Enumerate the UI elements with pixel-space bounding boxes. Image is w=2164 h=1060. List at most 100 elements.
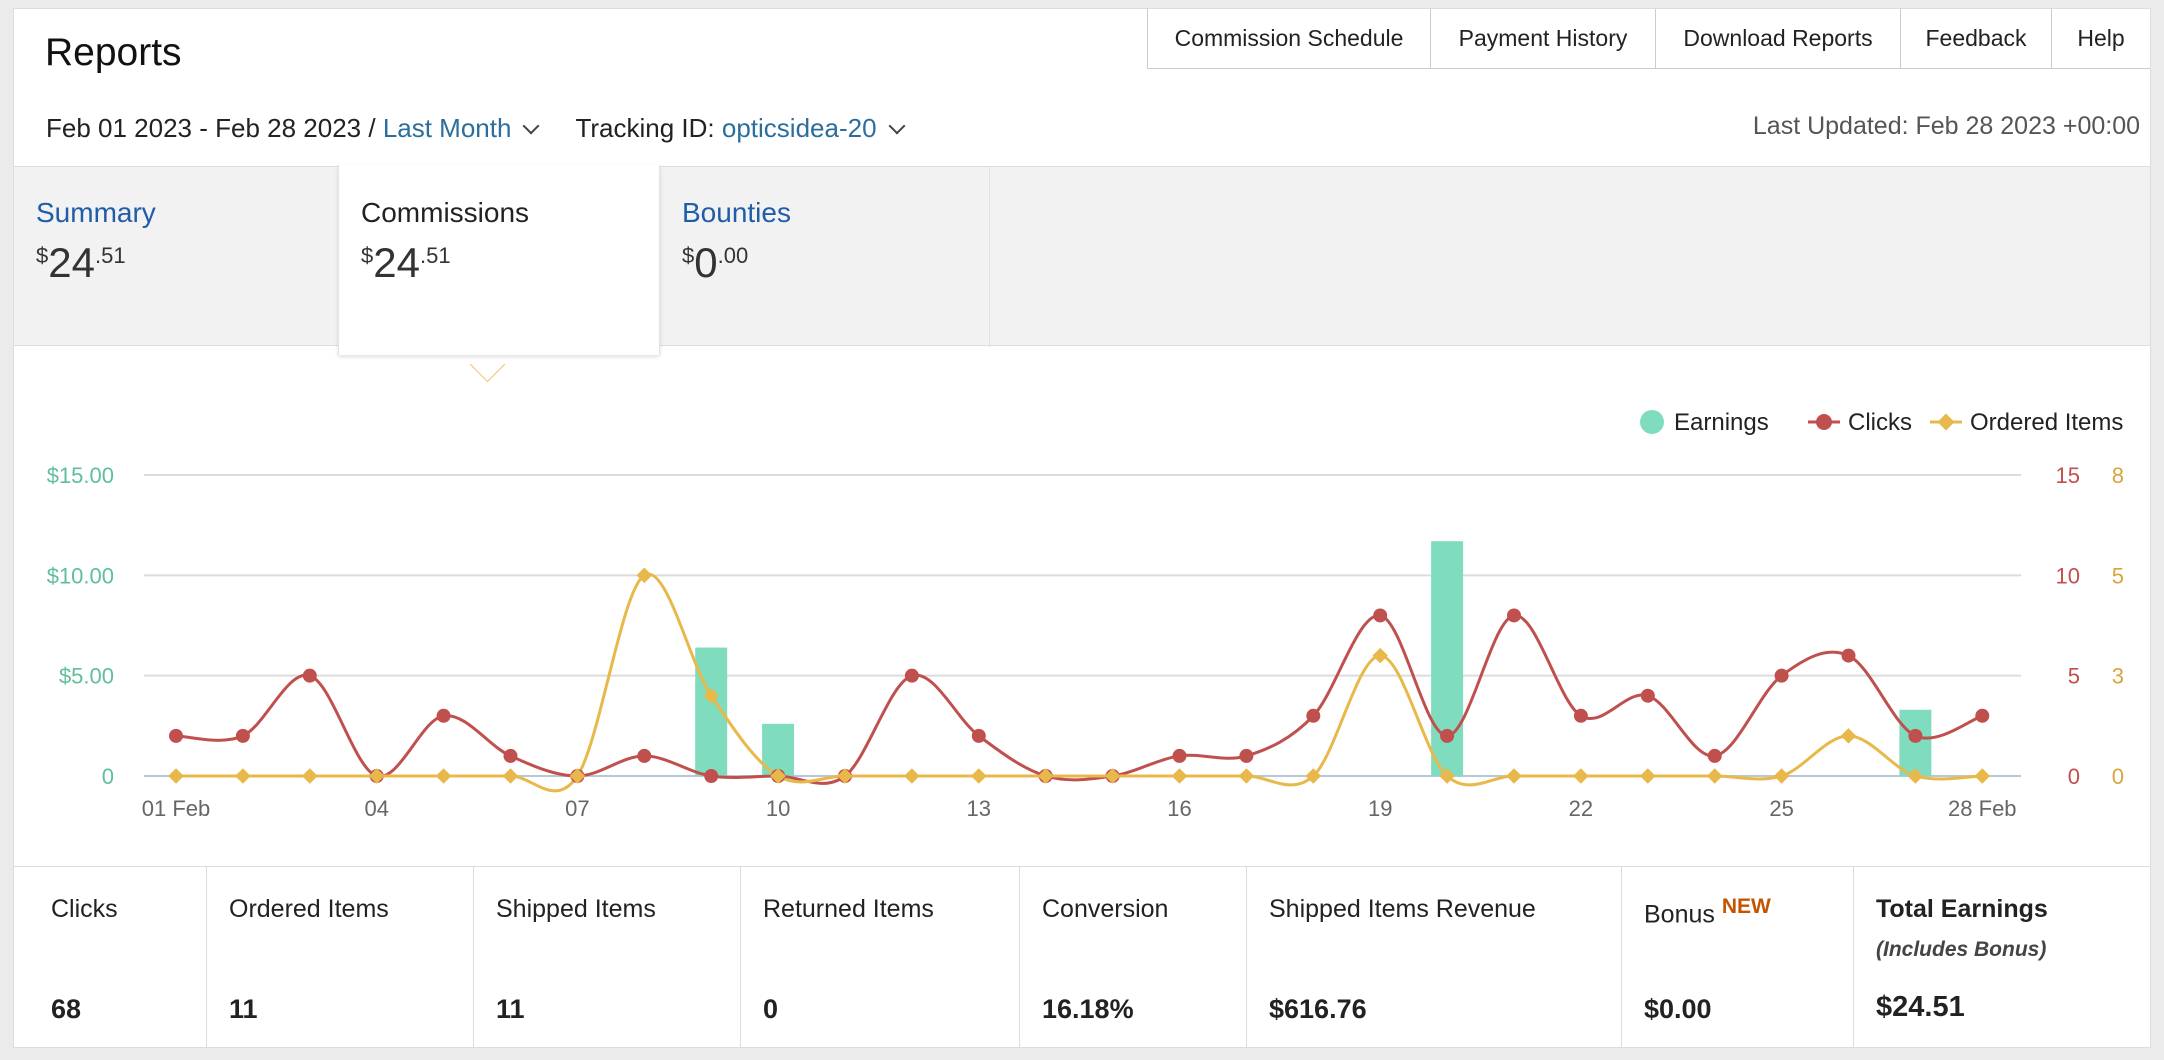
tab-summary[interactable]: Summary $24.51 — [14, 167, 338, 347]
legend-ordered-items-label: Ordered Items — [1970, 409, 2123, 436]
stat-clicks: Clicks 68 — [14, 867, 207, 1047]
legend-clicks-label: Clicks — [1848, 409, 1912, 436]
clicks-point — [971, 728, 986, 743]
stat-label: Bonus NEW — [1644, 895, 1771, 929]
stat-shipped-revenue: Shipped Items Revenue $616.76 — [1247, 867, 1622, 1047]
clicks-point — [503, 748, 518, 763]
earnings-bar — [1899, 709, 1932, 776]
report-tabs: Summary $24.51 Commissions $24.51 Bounti… — [14, 165, 2150, 355]
y-right-orders-tick-label: 5 — [2112, 563, 2124, 588]
commissions-chart: $15.00 $10.00 $5.00 0 15 10 5 0 8 5 3 0 01 Feb 04 07 10… — [47, 409, 2124, 821]
clicks-point — [1774, 668, 1789, 683]
clicks-point — [1440, 728, 1455, 743]
commission-schedule-button[interactable]: Commission Schedule — [1148, 9, 1431, 69]
tab-label: Summary — [36, 197, 156, 228]
ordered-items-point — [1974, 768, 1991, 784]
y-right-clicks-tick-label: 0 — [2068, 764, 2080, 789]
clicks-point — [169, 728, 183, 743]
clicks-point — [1640, 688, 1655, 703]
y-left-tick-label: $15.00 — [47, 463, 114, 488]
ordered-items-point — [1439, 768, 1455, 784]
tab-commissions[interactable]: Commissions $24.51 — [338, 165, 660, 355]
stat-shipped-items: Shipped Items 11 — [474, 867, 741, 1047]
stat-label: Returned Items — [763, 895, 934, 923]
ordered-items-point — [971, 768, 987, 784]
y-right-clicks-tick-label: 15 — [2056, 463, 2080, 488]
y-right-clicks-tick-label: 10 — [2056, 563, 2080, 588]
tab-label: Commissions — [361, 197, 530, 228]
chevron-down-icon[interactable] — [522, 117, 540, 134]
ordered-items-point — [1171, 768, 1188, 784]
report-filters: Feb 01 2023 - Feb 28 2023 / Last Month T… — [46, 113, 917, 144]
stat-value: 11 — [496, 994, 525, 1024]
stat-bonus: Bonus NEW $0.00 — [1622, 867, 1854, 1047]
chevron-down-icon[interactable] — [888, 117, 906, 134]
stat-conversion: Conversion 16.18% — [1020, 867, 1247, 1047]
clicks-point — [637, 748, 652, 763]
help-button[interactable]: Help — [2052, 9, 2150, 69]
x-tick-label: 07 — [565, 796, 589, 821]
stat-returned-items: Returned Items 0 — [741, 867, 1020, 1047]
clicks-point — [1172, 748, 1187, 763]
stat-value: 68 — [51, 994, 82, 1024]
x-tick-label: 28 Feb — [1948, 796, 2017, 821]
ordered-items-point — [435, 768, 452, 784]
payment-history-button[interactable]: Payment History — [1431, 9, 1656, 69]
stat-value: 0 — [763, 994, 779, 1024]
x-tick-label: 13 — [967, 796, 991, 821]
legend-ordered-items-icon — [1937, 413, 1955, 431]
ordered-items-point — [1238, 768, 1255, 784]
ordered-items-point — [1372, 647, 1388, 664]
new-badge: NEW — [1721, 895, 1771, 918]
clicks-point — [904, 668, 919, 683]
tracking-id-dropdown[interactable]: opticsidea-20 — [721, 113, 877, 143]
ordered-items-point — [1907, 768, 1924, 784]
y-right-clicks-tick-label: 5 — [2068, 664, 2080, 689]
period-dropdown[interactable]: Last Month — [382, 113, 512, 143]
ordered-items-point — [1305, 768, 1322, 784]
x-tick-label: 19 — [1368, 796, 1392, 821]
y-left-tick-label: $5.00 — [59, 664, 114, 689]
top-nav: Commission Schedule Payment History Down… — [1147, 9, 2150, 69]
y-right-orders-tick-label: 0 — [2112, 764, 2124, 789]
page-title: Reports — [45, 31, 182, 74]
ordered-items-point — [235, 768, 251, 784]
ordered-items-point — [1640, 768, 1656, 784]
clicks-point — [1507, 608, 1521, 623]
stat-value: $24.51 — [1876, 991, 1965, 1023]
reports-panel: Reports Commission Schedule Payment Hist… — [13, 8, 2151, 1048]
legend-earnings-label: Earnings — [1674, 409, 1769, 436]
ordered-items-point — [904, 768, 920, 784]
x-tick-label: 01 Feb — [142, 796, 211, 821]
ordered-items-point — [1037, 768, 1054, 784]
stat-label: Ordered Items — [229, 895, 389, 923]
tracking-id-label: Tracking ID: — [575, 113, 715, 143]
tab-amount: $24.51 — [36, 239, 126, 286]
clicks-point — [1707, 748, 1722, 763]
stat-value: $0.00 — [1644, 994, 1712, 1024]
y-left-tick-label: 0 — [102, 764, 114, 789]
clicks-point — [436, 708, 451, 723]
ordered-items-point — [1573, 768, 1589, 784]
download-reports-button[interactable]: Download Reports — [1656, 9, 1901, 69]
ordered-items-point — [1773, 768, 1790, 784]
feedback-button[interactable]: Feedback — [1901, 9, 2052, 69]
ordered-items-point — [502, 768, 519, 784]
stat-value: 11 — [229, 994, 258, 1024]
clicks-point — [1975, 708, 1990, 723]
tab-bounties[interactable]: Bounties $0.00 — [660, 167, 990, 347]
legend-earnings-icon — [1640, 410, 1664, 434]
ordered-items-point — [168, 768, 184, 784]
y-right-orders-tick-label: 3 — [2112, 664, 2124, 689]
stat-label: Shipped Items Revenue — [1269, 895, 1536, 923]
stat-ordered-items: Ordered Items 11 — [207, 867, 474, 1047]
stat-value: 16.18% — [1042, 994, 1134, 1024]
x-tick-label: 25 — [1769, 796, 1793, 821]
stat-sublabel: (Includes Bonus) — [1876, 938, 2047, 961]
clicks-point — [302, 668, 317, 683]
stats-bar: Clicks 68 Ordered Items 11 Shipped Items… — [14, 866, 2150, 1047]
clicks-point — [1239, 748, 1254, 763]
clicks-point — [1908, 728, 1923, 743]
tab-amount: $24.51 — [361, 239, 451, 286]
clicks-point — [235, 728, 250, 743]
